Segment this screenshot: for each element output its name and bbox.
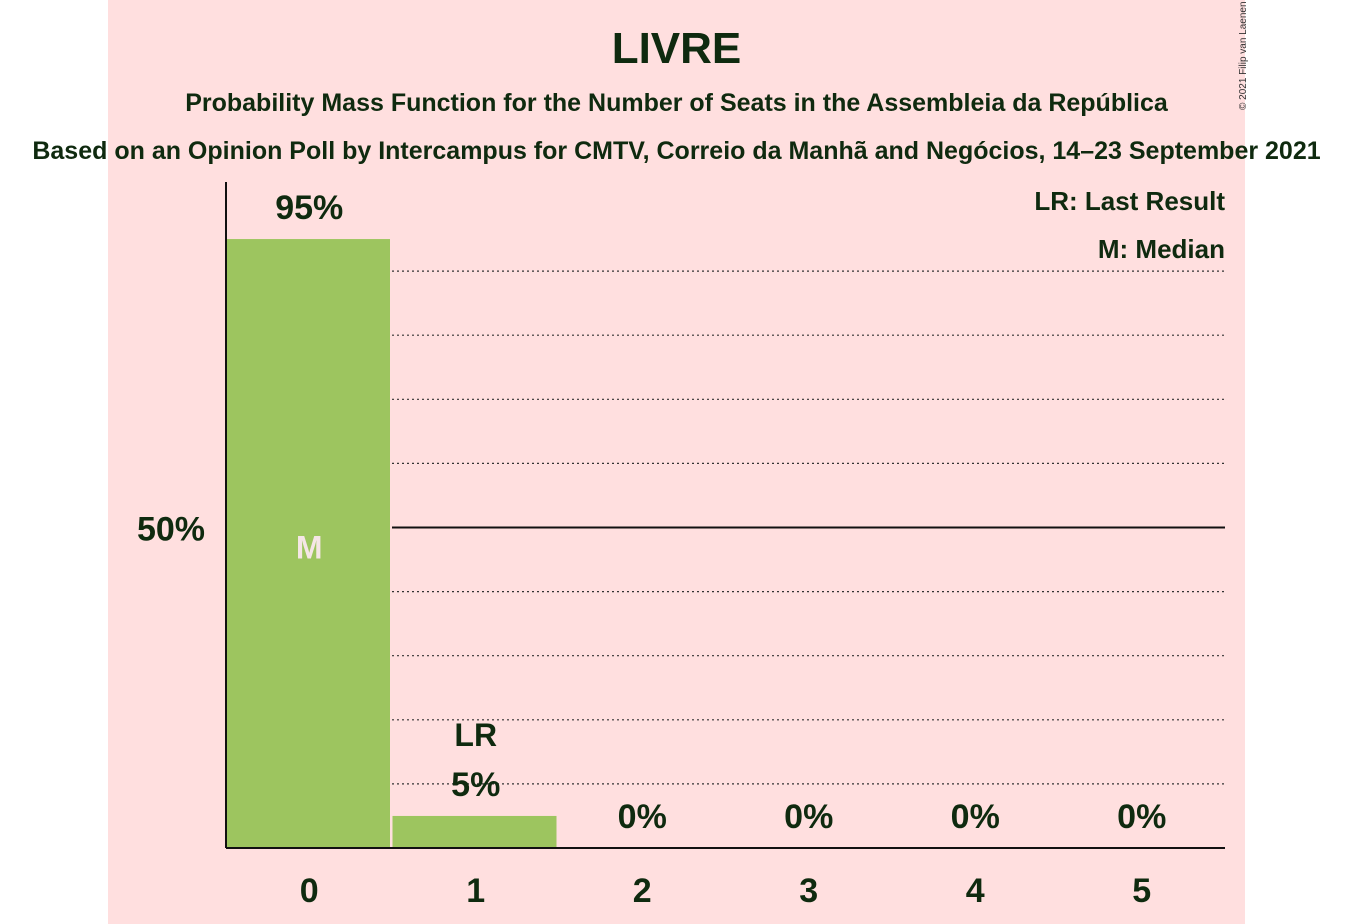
bar-value-label: 5%: [451, 766, 500, 804]
x-tick-label: 0: [300, 872, 319, 910]
x-tick-label: 1: [466, 872, 485, 910]
x-tick-label: 5: [1132, 872, 1151, 910]
chart-source: Based on an Opinion Poll by Intercampus …: [32, 137, 1321, 165]
bar-1: [392, 815, 557, 848]
bar-value-label: 0%: [618, 798, 667, 836]
chart-subtitle: Probability Mass Function for the Number…: [185, 89, 1168, 117]
bar-value-label: 0%: [784, 798, 833, 836]
bar-value-label: 0%: [1117, 798, 1166, 836]
chart-title: LIVRE: [611, 24, 742, 73]
legend-entry: M: Median: [1098, 234, 1225, 264]
bar-value-label: 0%: [951, 798, 1000, 836]
x-tick-label: 4: [966, 872, 985, 910]
bar-0: [226, 239, 390, 849]
last-result-marker: LR: [454, 717, 497, 753]
x-tick-label: 2: [633, 872, 652, 910]
bar-value-label: 95%: [275, 189, 343, 227]
median-marker: M: [296, 530, 323, 566]
y-tick-label: 50%: [137, 511, 205, 549]
x-tick-label: 3: [799, 872, 818, 910]
legend-entry: LR: Last Result: [1034, 186, 1225, 216]
